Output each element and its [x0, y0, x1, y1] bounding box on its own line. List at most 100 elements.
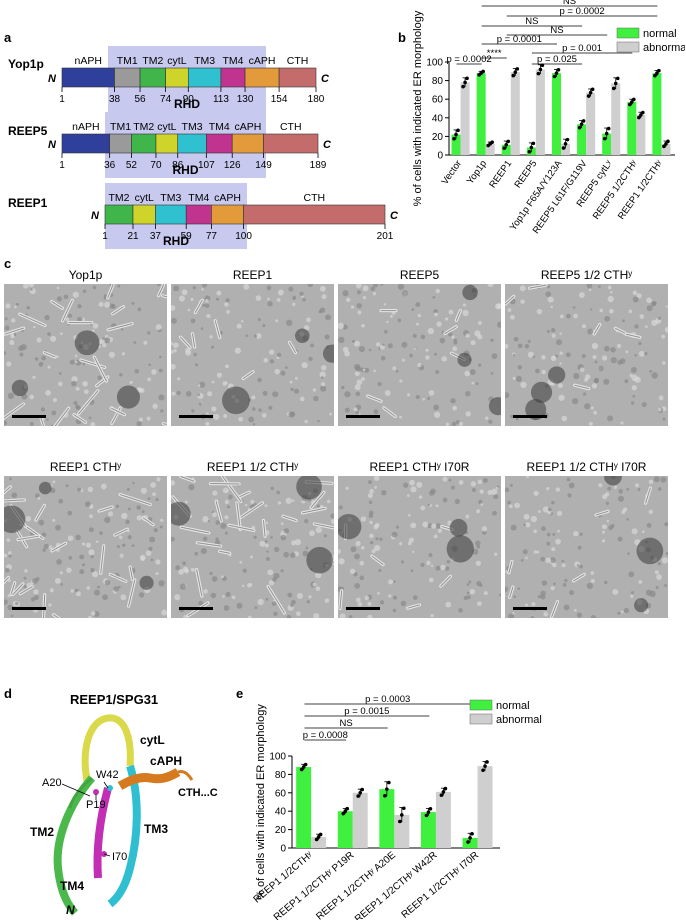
- data-point: [443, 786, 448, 791]
- data-point: [452, 136, 456, 141]
- residue-tick: 70: [150, 160, 162, 171]
- bar-normal-0: [296, 767, 312, 848]
- bar-normal-3: [420, 812, 436, 848]
- y-tick-label: 0: [437, 151, 443, 162]
- rhd-label: RHD: [173, 163, 199, 177]
- label-cth: CTH...C: [178, 787, 218, 799]
- data-point: [483, 764, 487, 768]
- data-point: [606, 126, 611, 131]
- domain-label: TM1: [110, 121, 131, 133]
- domain-tm3: [155, 204, 187, 225]
- n-terminus-label: N: [48, 73, 57, 85]
- panel-label-d: d: [4, 686, 12, 701]
- structure-title: REEP1/SPG31: [70, 692, 159, 707]
- panel-label-e: e: [236, 686, 244, 701]
- y-tick-label: 80: [275, 770, 287, 781]
- em-panel-title: REEP1 1/2 CTHʸ I70R: [526, 460, 647, 474]
- data-point: [463, 80, 467, 85]
- scale-bar: [12, 607, 46, 610]
- residue-tick: 52: [126, 160, 138, 171]
- data-point: [385, 787, 389, 791]
- residue-tick: 189: [310, 160, 327, 171]
- significance-label: p = 0.0001: [497, 34, 542, 45]
- scale-bar: [346, 415, 380, 418]
- legend-swatch-abnormal: [469, 713, 493, 725]
- bar-abnormal-2: [510, 72, 520, 155]
- data-point: [341, 811, 346, 816]
- domain-label: TM2: [142, 55, 163, 67]
- domain-cytl: [165, 67, 189, 88]
- label-tm4: TM4: [60, 879, 84, 893]
- residue-tick: 149: [255, 160, 272, 171]
- data-point: [590, 87, 595, 92]
- em-micrograph: [171, 284, 334, 426]
- label-caph: cAPH: [150, 754, 182, 768]
- tm3-helix: [107, 764, 141, 908]
- legend-swatch-normal: [616, 27, 640, 39]
- bar-abnormal-4: [560, 143, 571, 155]
- em-micrograph: [338, 476, 501, 618]
- em-panel-title: Yop1p: [68, 268, 103, 282]
- residue-tick: 113: [213, 94, 229, 105]
- data-point: [441, 790, 446, 794]
- residue-tick: 56: [134, 94, 146, 105]
- data-point: [387, 780, 391, 785]
- domain-tm2: [139, 67, 166, 88]
- data-point: [490, 140, 494, 144]
- n-terminus-label: N: [48, 139, 57, 151]
- data-point: [424, 813, 429, 818]
- panel-label-a: a: [4, 30, 12, 45]
- scale-bar: [179, 607, 213, 610]
- y-tick-label: 20: [432, 132, 444, 143]
- domain-label: cAPH: [214, 192, 241, 204]
- data-point: [581, 119, 586, 123]
- data-point: [655, 71, 659, 75]
- significance-label: NS: [550, 25, 563, 36]
- y-tick-label: 100: [269, 752, 286, 763]
- bar-normal-6: [602, 133, 612, 155]
- legend-label-normal: normal: [643, 28, 677, 40]
- domain-tm2: [104, 204, 134, 225]
- significance-label: NS: [339, 718, 352, 729]
- cytl-helix: [81, 714, 134, 787]
- em-panel-title: REEP1 CTHʸ I70R: [369, 460, 470, 474]
- bar-normal-4: [551, 73, 561, 155]
- data-point: [604, 131, 609, 136]
- protein-name-yop1p: Yop1p: [8, 57, 44, 71]
- data-point: [398, 819, 402, 824]
- residue-tick: 130: [237, 94, 254, 105]
- y-tick-label: 40: [432, 113, 444, 124]
- data-point: [314, 837, 319, 842]
- y-tick-label: 60: [275, 788, 287, 799]
- data-point: [536, 71, 541, 76]
- label-w42: W42: [96, 769, 119, 781]
- domain-label: CTH: [304, 192, 326, 204]
- data-point: [358, 791, 363, 795]
- data-point: [456, 128, 460, 133]
- em-panel-title: REEP1 1/2 CTHʸ: [206, 460, 299, 474]
- data-point: [400, 813, 404, 817]
- domain-label: TM3: [160, 192, 181, 204]
- residue-tick: 74: [160, 94, 172, 105]
- rhd-label: RHD: [174, 97, 200, 111]
- data-point: [468, 836, 472, 840]
- data-point: [552, 74, 557, 79]
- domain-diagram-reep5: RHD nAPH TM1 TM2 cytL TM3 TM4 cAPH CTH 1 36 52 70 86 1…: [48, 112, 332, 178]
- bar-normal-2: [501, 144, 511, 155]
- data-point: [426, 810, 431, 814]
- em-micrograph: [505, 284, 668, 426]
- residue-p19-marker: [93, 789, 99, 795]
- bar-abnormal-3: [535, 69, 545, 155]
- y-tick-label: 60: [432, 95, 444, 106]
- residue-tick: 90: [183, 94, 195, 105]
- domain-label: cytL: [135, 192, 154, 204]
- data-point: [628, 102, 632, 107]
- residue-tick: 201: [377, 231, 394, 242]
- domain-caph: [211, 204, 244, 225]
- domain-label: CTH: [280, 121, 302, 133]
- c-terminus-label: C: [323, 139, 332, 151]
- em-panel-title: REEP1: [232, 268, 273, 282]
- em-micrograph: [338, 284, 501, 426]
- residue-tick: 107: [198, 160, 215, 171]
